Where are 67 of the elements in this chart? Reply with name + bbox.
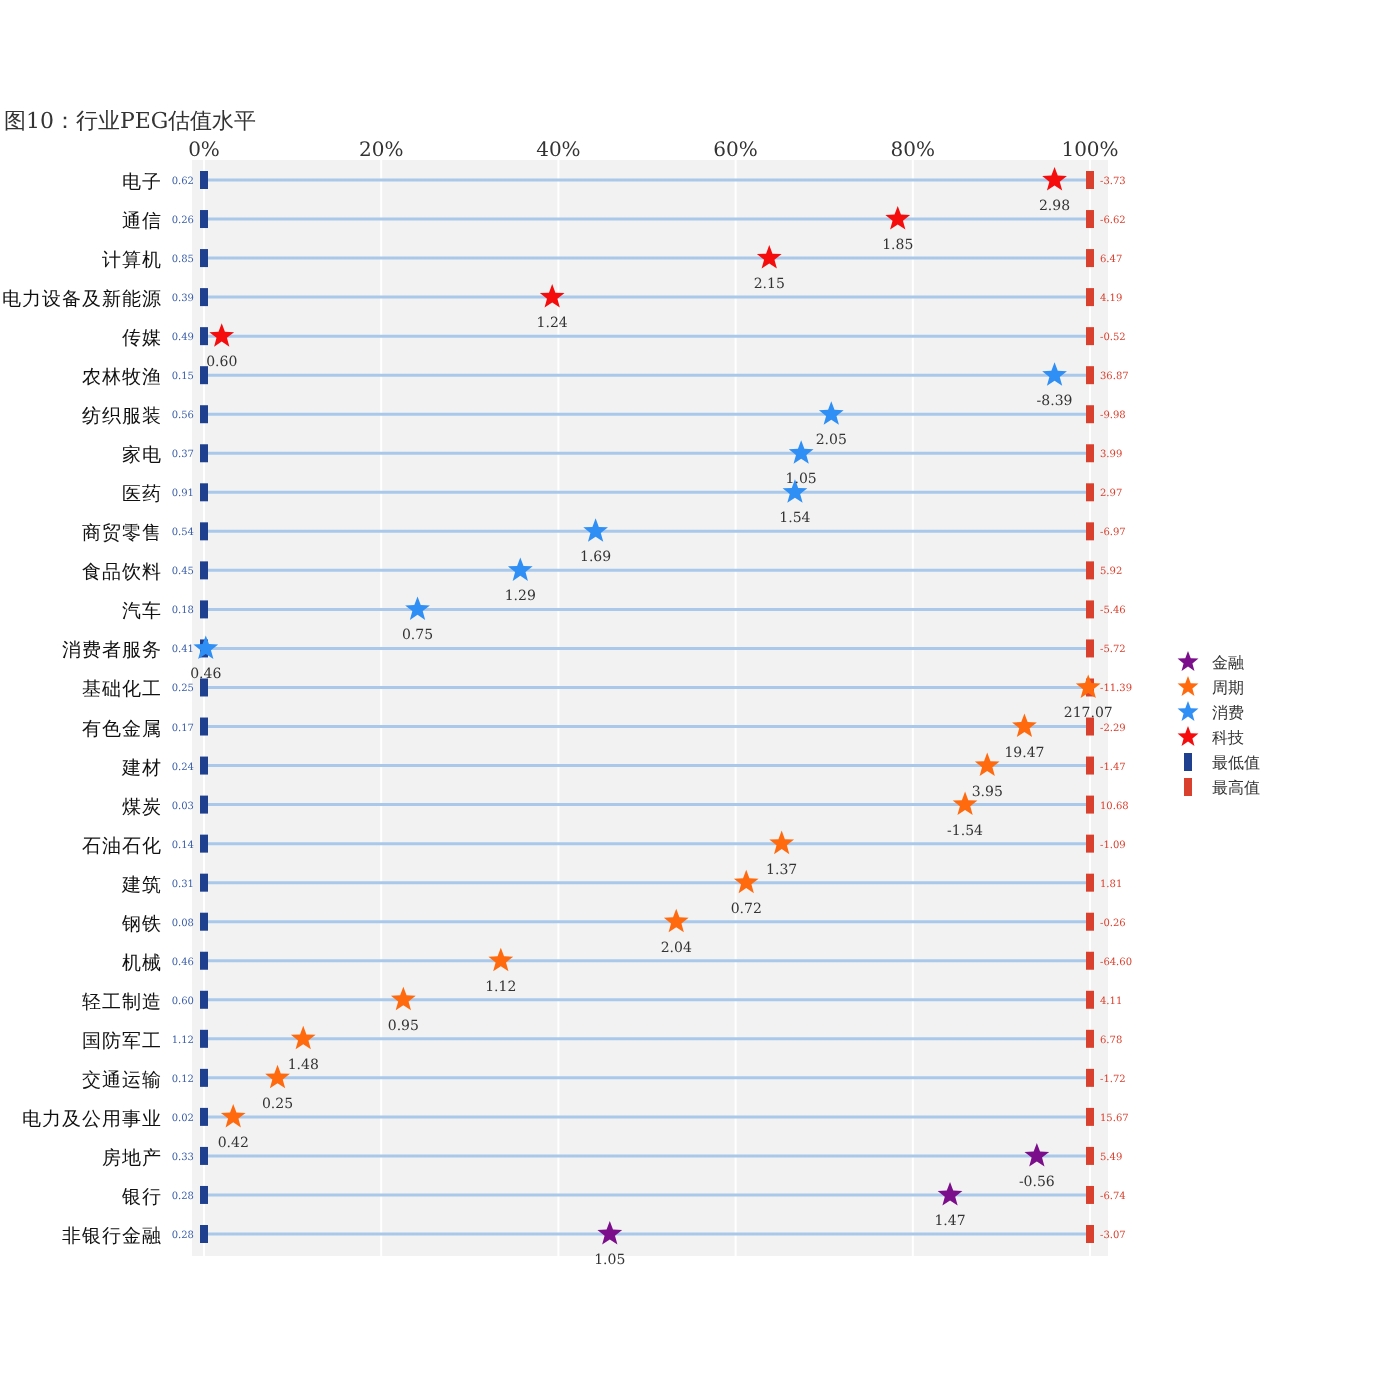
- legend-label: 周期: [1212, 679, 1244, 697]
- point: [488, 947, 514, 972]
- point: [663, 908, 689, 933]
- y-tick-label: 食品饮料: [82, 560, 162, 585]
- y-tick-label: 传媒: [122, 328, 162, 351]
- point: [193, 635, 219, 659]
- point: [405, 596, 430, 620]
- y-tick-label: 机械: [122, 950, 162, 975]
- legend-label: 科技: [1212, 729, 1244, 747]
- y-tick-label: 消费者服务: [62, 638, 162, 663]
- point: [818, 401, 844, 425]
- point: [974, 752, 1000, 777]
- point: [885, 206, 911, 230]
- y-tick-label: 电子: [122, 170, 162, 194]
- y-tick-label: 国防军工: [82, 1028, 162, 1053]
- chart-title: 图10：行业PEG估值水平: [4, 108, 257, 134]
- y-tick-label: 医药: [122, 482, 162, 507]
- y-tick-label: 轻工制造: [82, 989, 162, 1014]
- point: [769, 830, 795, 855]
- x-tick-label: 20%: [358, 140, 404, 162]
- y-tick-label: 钢铁: [120, 911, 162, 936]
- point: [937, 1181, 963, 1206]
- y-tick-label: 有色金属: [82, 716, 162, 741]
- y-tick-label: 交通运输: [82, 1067, 162, 1092]
- y-tick-label: 通信: [122, 209, 162, 234]
- legend-label: 金融: [1212, 654, 1244, 672]
- point: [1042, 362, 1067, 386]
- point: [390, 986, 416, 1011]
- y-tick-label: 家电: [122, 443, 162, 468]
- x-tick-label: 60%: [713, 140, 758, 162]
- point: [507, 557, 533, 581]
- y-tick-label: 电力设备及新能源: [2, 287, 162, 312]
- y-tick-label: 非银行金融: [62, 1224, 162, 1248]
- point: [539, 284, 565, 308]
- legend-label: 最低值: [1212, 754, 1260, 772]
- point: [209, 323, 235, 347]
- x-tick-label: 0%: [188, 140, 220, 162]
- y-tick-label: 农林牧渔: [82, 365, 162, 390]
- y-tick-label: 石油石化: [82, 833, 162, 858]
- point: [756, 245, 782, 269]
- y-tick-label: 银行: [120, 1186, 162, 1209]
- legend-label: 最高值: [1212, 779, 1260, 797]
- x-tick-label: 80%: [890, 140, 936, 162]
- legend-label: 消费: [1212, 704, 1244, 722]
- y-tick-label: 建材: [120, 755, 162, 780]
- point: [733, 869, 759, 894]
- point: [597, 1221, 623, 1245]
- point: [583, 518, 608, 542]
- point: [220, 1103, 246, 1128]
- y-tick-label: 房地产: [102, 1145, 162, 1170]
- point: [1042, 167, 1067, 191]
- point: [788, 440, 814, 464]
- point: [1012, 713, 1037, 738]
- y-tick-label: 纺织服装: [82, 404, 162, 429]
- point: [290, 1025, 316, 1050]
- x-tick-label: 40%: [536, 140, 581, 162]
- y-tick-label: 电力及公用事业: [22, 1106, 162, 1131]
- point: [1024, 1142, 1050, 1167]
- point: [265, 1064, 290, 1089]
- y-tick-label: 计算机: [102, 248, 162, 273]
- point: [1075, 674, 1101, 698]
- y-tick-label: 煤炭: [122, 794, 162, 819]
- y-tick-label: 基础化工: [82, 677, 162, 702]
- y-tick-label: 商贸零售: [82, 521, 162, 546]
- y-tick-label: 汽车: [122, 599, 162, 624]
- x-tick-label: 100%: [1061, 140, 1119, 162]
- y-tick-label: 建筑: [120, 872, 162, 897]
